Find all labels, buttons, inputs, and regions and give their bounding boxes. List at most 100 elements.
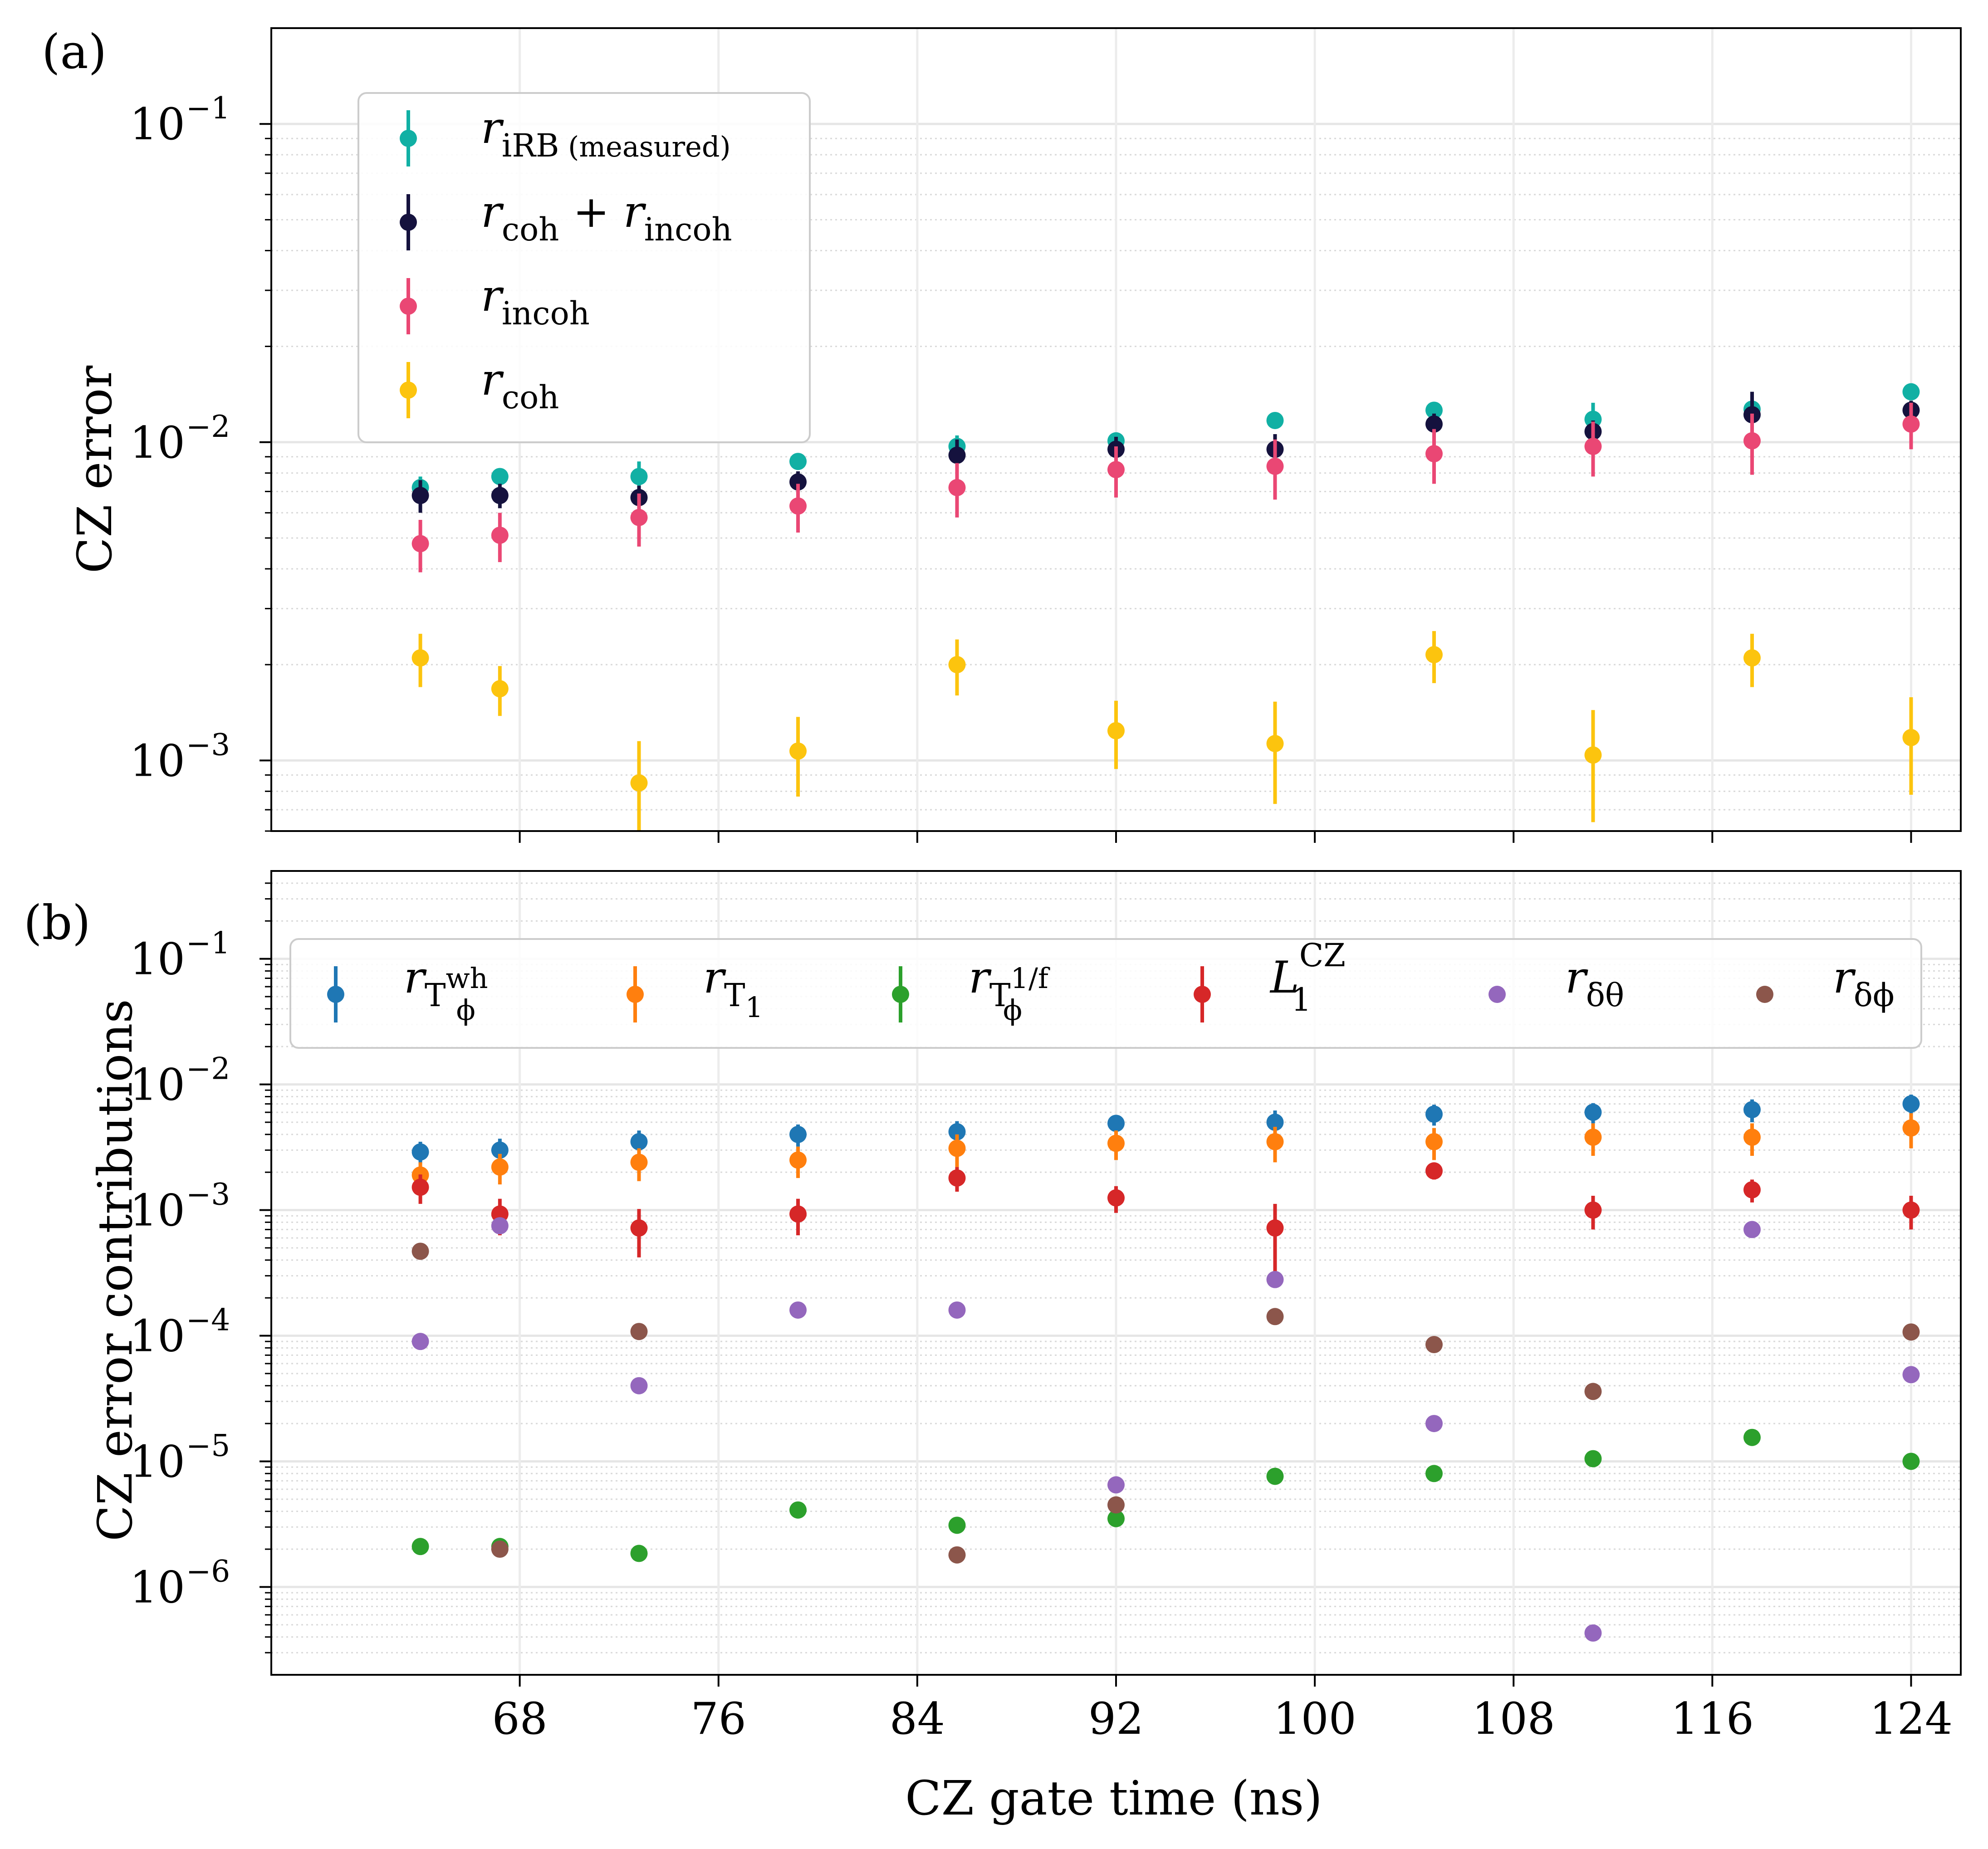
legend-marker	[400, 382, 417, 399]
y-tick-label: 10	[130, 1562, 185, 1613]
data-point	[1425, 401, 1443, 419]
data-point	[1584, 1450, 1602, 1467]
data-point	[1584, 1103, 1602, 1121]
data-point	[630, 1154, 648, 1171]
data-point	[411, 535, 429, 553]
data-point	[1902, 1095, 1920, 1113]
data-point	[1743, 1128, 1761, 1146]
data-point	[1266, 1308, 1284, 1326]
data-point	[491, 680, 509, 698]
data-point	[630, 468, 648, 485]
series-b-1	[411, 1113, 1920, 1192]
data-point	[1902, 1201, 1920, 1219]
y-tick-exponent: −3	[186, 727, 230, 762]
data-point	[630, 509, 648, 526]
y-tick-label: 10	[130, 1185, 185, 1236]
legend-frame	[357, 92, 811, 443]
data-point	[1107, 1135, 1125, 1152]
x-axis-label: CZ gate time (ns)	[905, 1771, 1322, 1826]
data-point	[948, 1123, 966, 1140]
data-point	[1266, 1219, 1284, 1237]
data-point	[1425, 445, 1443, 463]
panel-b: 10−110−210−310−410−510 −668 76 84 92 100 108 11…	[130, 870, 1962, 1744]
y-tick-label: 10	[130, 1060, 185, 1110]
series-b-4	[411, 1217, 1920, 1642]
legend-marker	[892, 986, 909, 1003]
data-point	[411, 1143, 429, 1161]
data-point	[1425, 646, 1443, 664]
data-point	[1584, 1624, 1602, 1642]
data-point	[411, 1538, 429, 1556]
y-tick-exponent: −3	[186, 1177, 230, 1212]
panel-a-label: (a)	[42, 24, 107, 79]
data-point	[1107, 1476, 1125, 1494]
legend-marker	[627, 986, 644, 1003]
data-point	[1743, 1428, 1761, 1446]
y-tick-exponent: −5	[186, 1428, 230, 1463]
data-point	[1743, 1101, 1761, 1119]
data-point	[1266, 457, 1284, 475]
panel-a-y-axis-label: CZ error	[67, 366, 122, 573]
legend-label: rcoh	[481, 354, 559, 416]
data-point	[1107, 1189, 1125, 1207]
legend-label: rT1/f ϕ	[969, 952, 1050, 1027]
legend-label: rincoh	[481, 270, 590, 332]
y-tick-exponent: −6	[186, 1554, 230, 1589]
panel-b-label: (b)	[24, 895, 91, 950]
x-tick-label: 92	[1088, 1693, 1144, 1744]
data-point	[1584, 438, 1602, 455]
data-point	[948, 1169, 966, 1187]
series-b-0	[411, 1094, 1920, 1165]
data-point	[789, 453, 807, 470]
data-point	[1425, 1336, 1443, 1354]
legend-label: rδϕ	[1833, 952, 1895, 1014]
data-point	[1743, 1221, 1761, 1238]
data-point	[948, 656, 966, 674]
data-point	[1266, 1467, 1284, 1485]
y-tick-label: 10	[130, 1311, 185, 1361]
x-tick-label: 116	[1671, 1693, 1754, 1744]
x-tick-label: 108	[1472, 1693, 1555, 1744]
data-point	[948, 1546, 966, 1564]
data-point	[1107, 722, 1125, 739]
legend-marker	[400, 214, 417, 231]
plot-frame	[270, 27, 1962, 832]
data-point	[789, 497, 807, 515]
y-tick-exponent: −4	[186, 1302, 230, 1337]
data-point	[948, 446, 966, 464]
data-point	[789, 473, 807, 491]
legend-marker	[1756, 986, 1773, 1003]
data-point	[948, 1140, 966, 1157]
data-point	[1425, 1465, 1443, 1482]
y-tick-label: 10	[130, 417, 185, 468]
data-point	[630, 1377, 648, 1394]
data-point	[491, 1217, 509, 1235]
data-point	[411, 649, 429, 667]
y-tick-exponent: −1	[186, 926, 230, 961]
y-tick-label: 10	[130, 934, 185, 985]
legend-marker	[400, 298, 417, 315]
x-tick-label: 84	[890, 1693, 945, 1744]
data-point	[411, 1333, 429, 1350]
series-b-2	[411, 1428, 1920, 1562]
data-point	[1107, 1496, 1125, 1514]
x-tick-label: 100	[1273, 1693, 1356, 1744]
data-point	[1902, 1119, 1920, 1137]
data-point	[789, 1151, 807, 1169]
legend-marker	[1489, 986, 1506, 1003]
legend-label: rcoh + rincoh	[481, 186, 732, 248]
data-point	[491, 1158, 509, 1176]
y-tick-exponent: −1	[186, 91, 230, 126]
data-point	[1425, 415, 1443, 433]
data-point	[1107, 461, 1125, 479]
data-point	[948, 1516, 966, 1534]
data-point	[630, 1133, 648, 1150]
x-tick-label: 76	[691, 1693, 746, 1744]
data-point	[789, 1301, 807, 1319]
data-point	[1107, 1510, 1125, 1527]
legend-frame	[289, 938, 1922, 1049]
data-point	[630, 1545, 648, 1562]
legend-label: LCZ 1	[1269, 937, 1346, 1018]
